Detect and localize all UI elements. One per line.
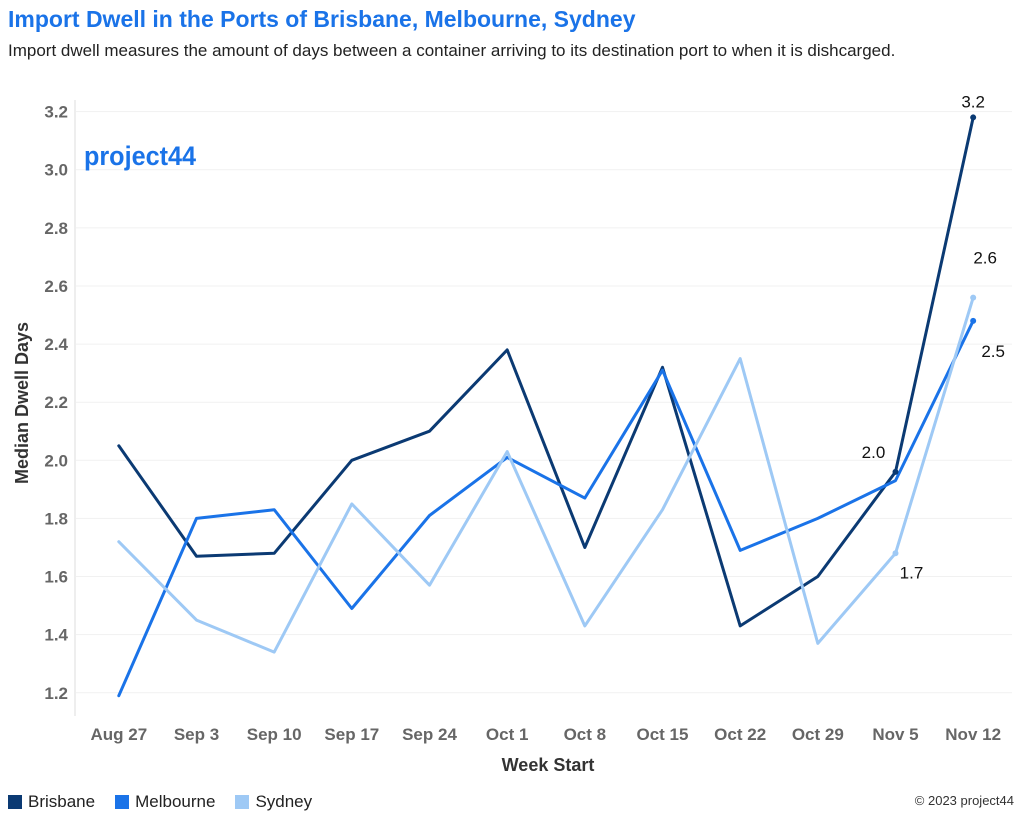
series-line-sydney [117, 296, 975, 654]
data-label-melbourne-nov-12: 2.5 [981, 342, 1005, 361]
data-point-brisbane-nov-5 [892, 468, 899, 475]
y-ticks: 1.2 1.4 1.6 1.8 2.0 2.2 2.4 2.6 2.8 3.0 3.2 [44, 103, 68, 703]
x-tick-label: Oct 29 [792, 725, 844, 744]
x-tick-label: Sep 17 [324, 725, 379, 744]
y-tick-label: 2.2 [44, 393, 68, 412]
y-tick-label: 1.2 [44, 684, 68, 703]
y-tick-label: 3.2 [44, 103, 68, 122]
series-lines [117, 115, 975, 698]
data-label-brisbane-nov-5: 2.0 [862, 443, 886, 462]
y-tick-label: 1.4 [44, 626, 68, 645]
x-tick-label: Oct 22 [714, 725, 766, 744]
data-point-sydney-nov-5 [892, 550, 899, 557]
y-tick-label: 1.8 [44, 509, 68, 528]
data-label-brisbane-nov-12: 3.2 [961, 92, 985, 111]
data-label-sydney-nov-5: 1.7 [900, 563, 924, 582]
legend-item-sydney: Sydney [235, 792, 312, 812]
copyright-text: © 2023 project44 [914, 793, 1014, 808]
logo-text: project44 [84, 141, 196, 171]
x-tick-label: Sep 24 [402, 725, 457, 744]
x-tick-label: Nov 12 [945, 725, 1001, 744]
x-tick-label: Oct 15 [637, 725, 689, 744]
y-axis-label: Median Dwell Days [12, 322, 32, 484]
x-tick-label: Sep 3 [174, 725, 219, 744]
legend-label-melbourne: Melbourne [135, 792, 216, 811]
data-point-brisbane-nov-12 [970, 114, 977, 121]
data-label-sydney-nov-12: 2.6 [973, 249, 997, 268]
x-axis-label: Week Start [502, 755, 595, 775]
series-line-melbourne [117, 319, 975, 698]
legend-swatch-sydney [235, 795, 250, 809]
legend-item-melbourne: Melbourne [115, 792, 215, 812]
y-tick-label: 3.0 [44, 161, 68, 180]
data-point-sydney-nov-12 [970, 294, 977, 301]
x-tick-label: Oct 1 [486, 725, 529, 744]
legend-item-brisbane: Brisbane [8, 792, 95, 812]
data-labels: 2.0 3.2 2.5 1.7 2.6 [862, 92, 1005, 582]
chart-title: Import Dwell in the Ports of Brisbane, M… [8, 6, 636, 32]
y-tick-label: 2.0 [44, 451, 68, 470]
data-point-melbourne-nov-12 [970, 317, 977, 324]
x-ticks: Aug 27 Sep 3 Sep 10 Sep 17 Sep 24 Oct 1 Oct 8 O… [90, 725, 1001, 744]
legend-swatch-brisbane [8, 795, 22, 809]
series-line-brisbane [117, 115, 975, 628]
project44-logo: project44 [84, 141, 196, 171]
legend-label-sydney: Sydney [255, 792, 313, 811]
line-chart: 1.2 1.4 1.6 1.8 2.0 2.2 2.4 2.6 2.8 3.0 3.2 Aug 27… [12, 92, 1012, 775]
legend-swatch-melbourne [115, 795, 130, 809]
y-tick-label: 2.8 [44, 219, 68, 238]
legend: Brisbane Melbourne Sydney [8, 792, 332, 812]
x-tick-label: Oct 8 [564, 725, 607, 744]
gridlines [76, 111, 1012, 694]
x-tick-label: Nov 5 [872, 725, 918, 744]
y-tick-label: 2.4 [44, 335, 68, 354]
y-tick-label: 2.6 [44, 277, 68, 296]
x-tick-label: Aug 27 [90, 725, 147, 744]
chart-subtitle: Import dwell measures the amount of days… [8, 41, 896, 60]
x-tick-label: Sep 10 [247, 725, 302, 744]
y-tick-label: 1.6 [44, 568, 68, 587]
legend-label-brisbane: Brisbane [28, 792, 96, 811]
